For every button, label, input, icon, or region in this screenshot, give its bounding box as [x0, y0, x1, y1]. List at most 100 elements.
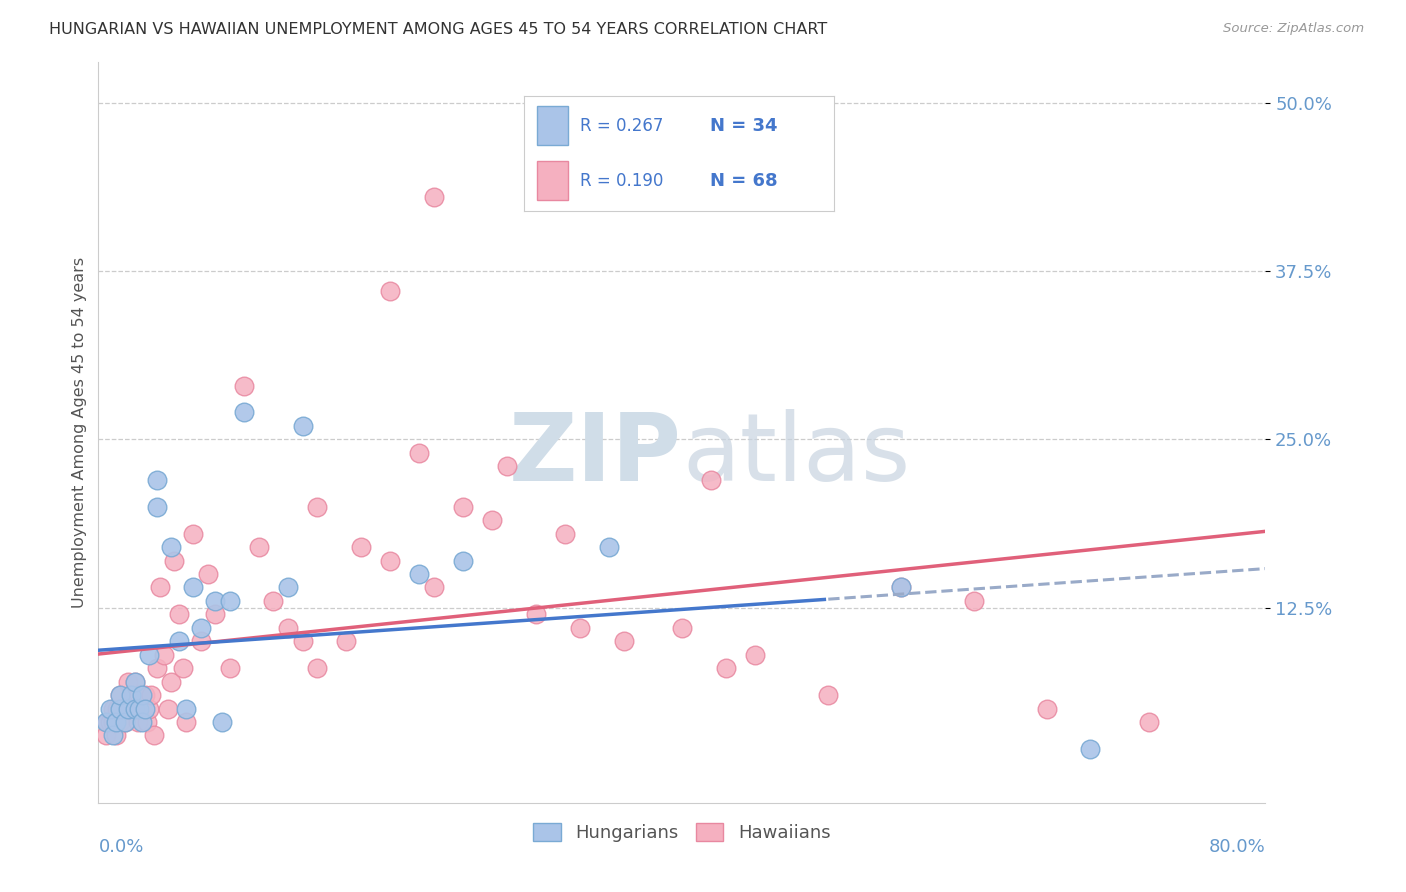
Point [1137, 714, 1160, 729]
Point [423, 190, 446, 204]
Point [120, 701, 142, 715]
Point [174, 701, 197, 715]
Y-axis label: Unemployment Among Ages 45 to 54 years: Unemployment Among Ages 45 to 54 years [72, 257, 87, 608]
Text: ZIP: ZIP [509, 409, 682, 500]
Point [101, 729, 124, 743]
Point [131, 688, 153, 702]
Point [671, 621, 693, 635]
Point [174, 714, 197, 729]
Point [134, 688, 156, 702]
Point [172, 661, 194, 675]
Text: 80.0%: 80.0% [1209, 838, 1265, 855]
Point [197, 566, 219, 581]
Point [163, 553, 186, 567]
Point [233, 405, 256, 419]
Point [131, 714, 153, 729]
Point [160, 674, 183, 689]
Point [110, 701, 132, 715]
Point [744, 648, 766, 662]
Point [124, 701, 146, 715]
Point [817, 688, 839, 702]
Point [110, 688, 132, 702]
Point [496, 459, 519, 474]
Point [247, 540, 270, 554]
Point [700, 473, 723, 487]
Point [408, 566, 430, 581]
Point [190, 634, 212, 648]
Point [110, 688, 132, 702]
Point [451, 500, 474, 514]
Point [277, 581, 299, 595]
Point [1080, 742, 1102, 756]
Point [117, 701, 139, 715]
Point [307, 661, 329, 675]
Point [262, 594, 284, 608]
Point [124, 701, 146, 715]
Point [481, 513, 503, 527]
Point [350, 540, 373, 554]
Point [135, 714, 157, 729]
Point [128, 688, 150, 702]
Point [157, 701, 180, 715]
Text: atlas: atlas [682, 409, 910, 500]
Text: HUNGARIAN VS HAWAIIAN UNEMPLOYMENT AMONG AGES 45 TO 54 YEARS CORRELATION CHART: HUNGARIAN VS HAWAIIAN UNEMPLOYMENT AMONG… [49, 22, 828, 37]
Point [1035, 701, 1057, 715]
Point [423, 581, 446, 595]
Point [233, 378, 256, 392]
Point [104, 729, 127, 743]
Point [114, 714, 136, 729]
Point [98, 701, 121, 715]
Point [218, 661, 240, 675]
Point [127, 714, 149, 729]
Point [94, 729, 117, 743]
Point [890, 581, 912, 595]
Point [167, 607, 190, 622]
Point [124, 674, 146, 689]
Point [167, 634, 190, 648]
Point [112, 701, 135, 715]
Point [181, 526, 204, 541]
Point [612, 634, 634, 648]
Point [962, 594, 984, 608]
Point [335, 634, 357, 648]
Point [105, 701, 128, 715]
Point [114, 714, 136, 729]
Point [554, 526, 576, 541]
Point [124, 674, 146, 689]
Point [204, 594, 226, 608]
Point [714, 661, 737, 675]
Point [218, 594, 240, 608]
Point [138, 701, 160, 715]
Point [134, 701, 156, 715]
Point [101, 714, 124, 729]
Point [138, 648, 160, 662]
Point [146, 661, 169, 675]
Point [101, 701, 124, 715]
Point [204, 607, 226, 622]
Point [181, 581, 204, 595]
Point [117, 701, 139, 715]
Point [139, 688, 162, 702]
Point [110, 714, 132, 729]
Point [98, 714, 121, 729]
Point [146, 500, 169, 514]
Point [131, 688, 153, 702]
Point [277, 621, 299, 635]
Point [380, 553, 402, 567]
Text: Source: ZipAtlas.com: Source: ZipAtlas.com [1223, 22, 1364, 36]
Legend: Hungarians, Hawaiians: Hungarians, Hawaiians [526, 815, 838, 849]
Point [291, 634, 314, 648]
Point [451, 553, 474, 567]
Point [380, 285, 402, 299]
Point [211, 714, 233, 729]
Point [128, 701, 150, 715]
Point [142, 729, 165, 743]
Point [104, 714, 127, 729]
Point [160, 540, 183, 554]
Point [96, 714, 118, 729]
Point [117, 674, 139, 689]
Point [568, 621, 591, 635]
Point [190, 621, 212, 635]
Point [524, 607, 547, 622]
Point [120, 688, 142, 702]
